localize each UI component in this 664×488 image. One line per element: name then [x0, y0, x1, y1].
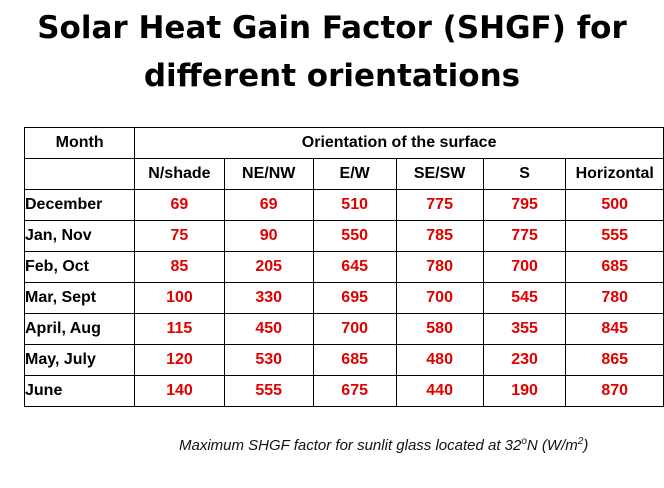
month-header: Month — [23, 127, 136, 159]
column-header: Horizontal — [565, 158, 664, 190]
value-cell: 530 — [223, 344, 314, 376]
value-cell: 205 — [223, 251, 314, 283]
shgf-table: Month Orientation of the surface N/shade… — [23, 127, 664, 407]
value-cell: 100 — [134, 282, 225, 314]
value-cell: 675 — [312, 375, 397, 407]
value-cell: 230 — [482, 344, 567, 376]
header-row-columns: N/shade NE/NW E/W SE/SW S Horizontal — [23, 158, 664, 190]
month-cell: June — [23, 375, 136, 407]
column-header: S — [482, 158, 567, 190]
table-caption: Maximum SHGF factor for sunlit glass loc… — [179, 436, 589, 455]
value-cell: 845 — [565, 313, 664, 345]
value-cell: 120 — [134, 344, 225, 376]
table-row: Jan, Nov 75 90 550 785 775 555 — [23, 220, 664, 252]
caption-text: ) — [583, 437, 589, 454]
month-cell: December — [23, 189, 136, 221]
value-cell: 500 — [565, 189, 664, 221]
table-row: Feb, Oct 85 205 645 780 700 685 — [23, 251, 664, 283]
title-line-1: Solar Heat Gain Factor (SHGF) for — [37, 10, 627, 46]
value-cell: 700 — [482, 251, 567, 283]
value-cell: 550 — [312, 220, 397, 252]
value-cell: 545 — [482, 282, 567, 314]
value-cell: 330 — [223, 282, 314, 314]
month-cell: May, July — [23, 344, 136, 376]
orientation-group-header: Orientation of the surface — [134, 127, 664, 159]
value-cell: 700 — [395, 282, 484, 314]
value-cell: 510 — [312, 189, 397, 221]
value-cell: 795 — [482, 189, 567, 221]
value-cell: 69 — [134, 189, 225, 221]
column-header: E/W — [312, 158, 397, 190]
table-row: Mar, Sept 100 330 695 700 545 780 — [23, 282, 664, 314]
value-cell: 440 — [395, 375, 484, 407]
value-cell: 685 — [312, 344, 397, 376]
table-row: April, Aug 115 450 700 580 355 845 — [23, 313, 664, 345]
table-row: December 69 69 510 775 795 500 — [23, 189, 664, 221]
value-cell: 780 — [565, 282, 664, 314]
value-cell: 685 — [565, 251, 664, 283]
degree-superscript: o — [521, 436, 527, 447]
header-row-group: Month Orientation of the surface — [23, 127, 664, 159]
value-cell: 700 — [312, 313, 397, 345]
value-cell: 580 — [395, 313, 484, 345]
value-cell: 85 — [134, 251, 225, 283]
value-cell: 555 — [223, 375, 314, 407]
month-cell: Jan, Nov — [23, 220, 136, 252]
value-cell: 75 — [134, 220, 225, 252]
month-header-blank — [23, 158, 136, 190]
value-cell: 190 — [482, 375, 567, 407]
month-cell: Mar, Sept — [23, 282, 136, 314]
power-superscript: 2 — [577, 436, 584, 447]
title-line-2: different orientations — [143, 58, 521, 94]
column-header: SE/SW — [395, 158, 484, 190]
value-cell: 355 — [482, 313, 567, 345]
value-cell: 870 — [565, 375, 664, 407]
column-header: N/shade — [134, 158, 225, 190]
table-row: June 140 555 675 440 190 870 — [23, 375, 664, 407]
value-cell: 695 — [312, 282, 397, 314]
caption-text: N (W/m — [526, 437, 578, 454]
value-cell: 140 — [134, 375, 225, 407]
value-cell: 480 — [395, 344, 484, 376]
value-cell: 115 — [134, 313, 225, 345]
value-cell: 90 — [223, 220, 314, 252]
value-cell: 450 — [223, 313, 314, 345]
value-cell: 865 — [565, 344, 664, 376]
value-cell: 785 — [395, 220, 484, 252]
value-cell: 555 — [565, 220, 664, 252]
value-cell: 780 — [395, 251, 484, 283]
month-cell: Feb, Oct — [23, 251, 136, 283]
page-title: Solar Heat Gain Factor (SHGF) for differ… — [0, 4, 664, 100]
month-cell: April, Aug — [23, 313, 136, 345]
column-header: NE/NW — [223, 158, 314, 190]
value-cell: 775 — [482, 220, 567, 252]
value-cell: 775 — [395, 189, 484, 221]
table-row: May, July 120 530 685 480 230 865 — [23, 344, 664, 376]
caption-text: Maximum SHGF factor for sunlit glass loc… — [179, 437, 522, 454]
value-cell: 645 — [312, 251, 397, 283]
value-cell: 69 — [223, 189, 314, 221]
